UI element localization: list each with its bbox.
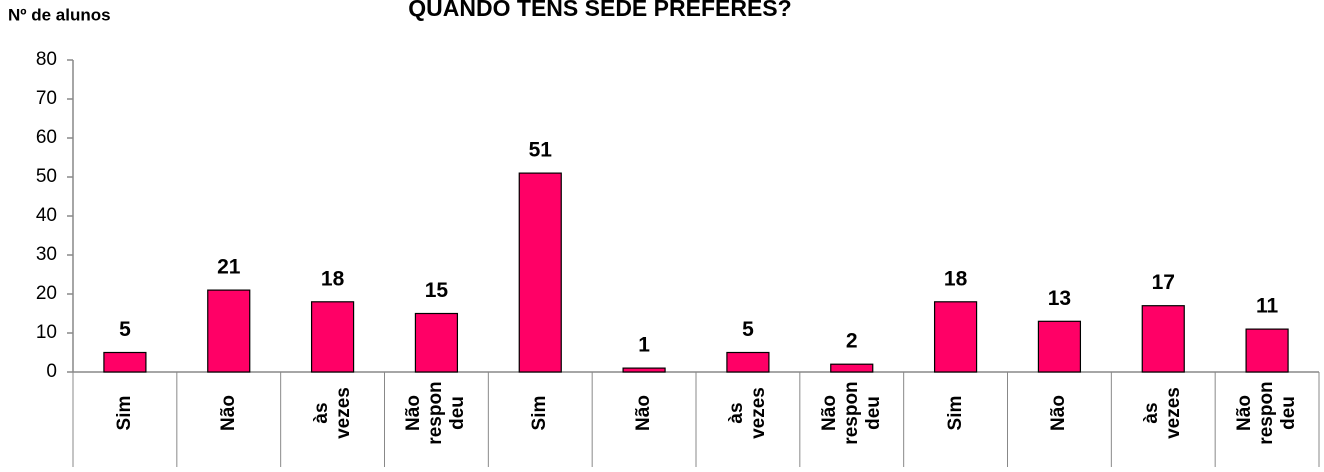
y-tick-label: 10 (36, 322, 57, 343)
x-tick-label: Não respon deu (818, 381, 884, 445)
bar (310, 301, 355, 373)
y-tick-label: 30 (36, 244, 57, 265)
x-tick-label: às vezes (725, 387, 769, 439)
y-tick-label: 40 (36, 205, 57, 226)
bar (207, 289, 251, 373)
value-label: 2 (846, 330, 858, 353)
x-tick-label: Não respon deu (403, 381, 469, 445)
y-tick-label: 50 (36, 166, 57, 187)
y-tick-label: 0 (46, 361, 57, 382)
x-tick-label: Sim (113, 395, 135, 431)
value-label: 18 (944, 267, 968, 290)
x-tick-label: Sim (529, 395, 551, 431)
value-label: 5 (119, 318, 131, 341)
bar (1037, 320, 1082, 373)
x-tick-label: às vezes (310, 387, 354, 439)
x-tick-label: Sim (944, 395, 966, 431)
value-label: 51 (529, 139, 553, 162)
bar (1245, 328, 1289, 373)
value-label: 21 (217, 256, 241, 279)
x-tick-label: Não (217, 395, 239, 431)
bar (518, 172, 562, 373)
bar (1141, 305, 1185, 373)
y-tick-label: 80 (36, 49, 57, 70)
value-label: 18 (321, 267, 345, 290)
value-label: 15 (425, 279, 449, 302)
x-tick-label: Não (633, 395, 655, 431)
bar (414, 312, 459, 373)
y-axis-label: Nº de alunos (8, 5, 111, 24)
value-label: 17 (1152, 271, 1175, 294)
y-tick-label: 60 (36, 127, 57, 148)
bar (726, 351, 770, 373)
x-tick-label: Não (1048, 395, 1070, 431)
x-tick-label: Não respon deu (1234, 381, 1300, 445)
x-tick-label: às vezes (1141, 387, 1185, 439)
value-label: 13 (1048, 287, 1071, 310)
y-tick-label: 70 (36, 88, 57, 109)
bar (622, 367, 666, 373)
y-tick-label: 20 (36, 283, 57, 304)
bar (103, 351, 147, 373)
value-label: 11 (1256, 295, 1279, 318)
value-label: 5 (742, 318, 754, 341)
chart-title: QUANDO TENS SEDE PREFERES? (408, 0, 791, 21)
bar (933, 301, 978, 373)
value-label: 1 (638, 334, 650, 357)
bar (830, 363, 874, 373)
